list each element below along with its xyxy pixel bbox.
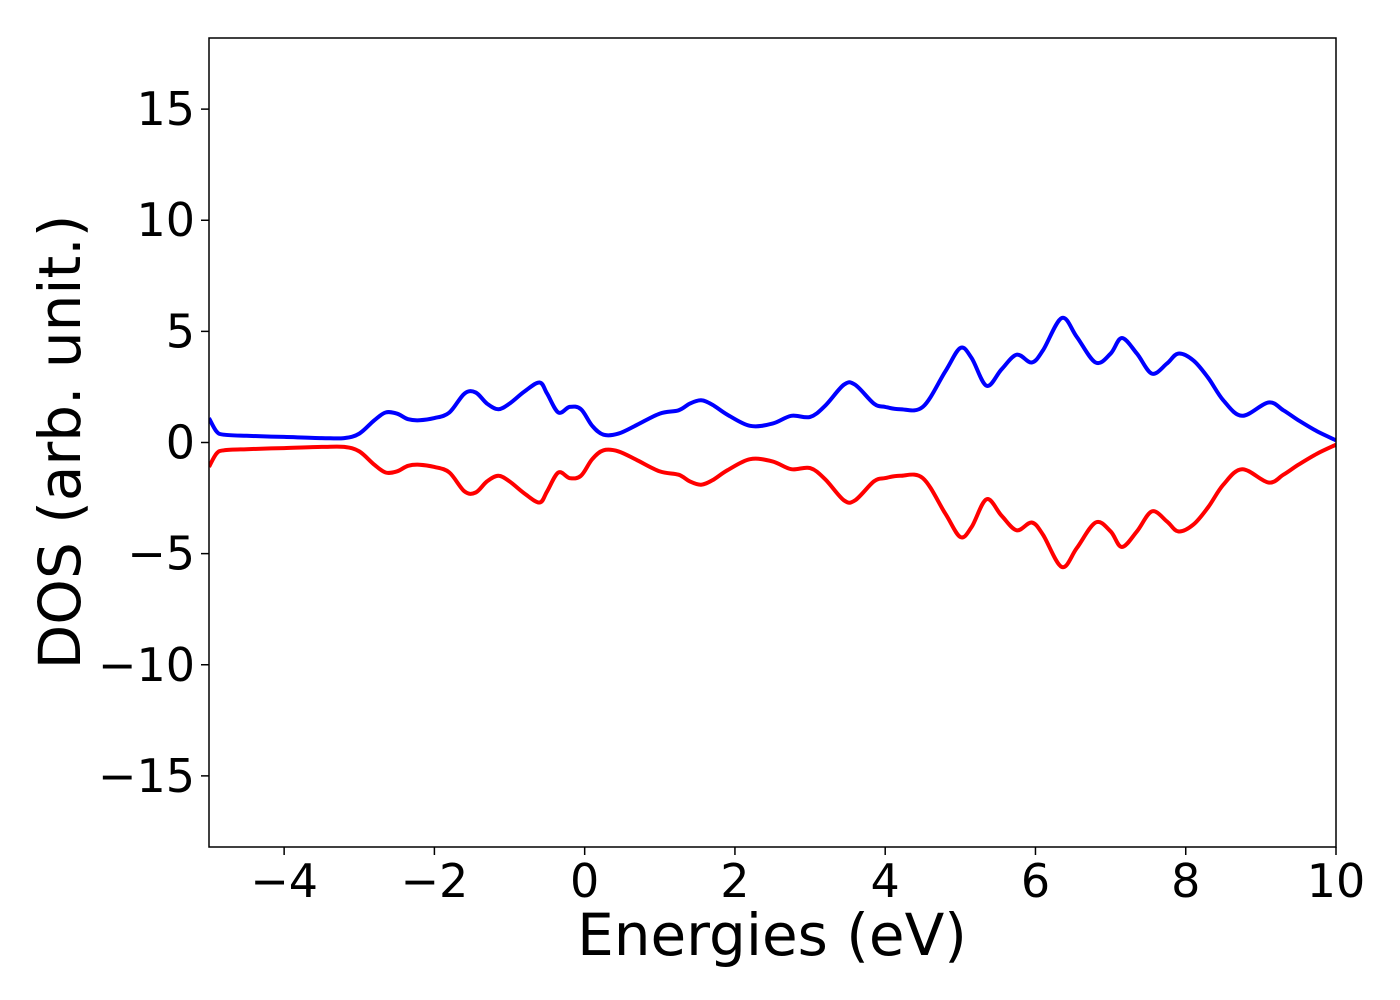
y-axis-title: DOS (arb. unit.) (26, 215, 94, 670)
x-tick-label: −4 (250, 854, 318, 908)
x-tick-label: 2 (720, 854, 749, 908)
x-axis-title: Energies (eV) (577, 901, 967, 969)
y-tick-label: 0 (166, 416, 195, 470)
x-tick-label: 6 (1021, 854, 1050, 908)
y-axis-ticks: 15 10 5 0 −5 −10 −15 (98, 82, 209, 803)
y-tick-label: −10 (98, 638, 195, 692)
y-tick-label: 5 (166, 304, 195, 358)
y-tick-label: −5 (127, 527, 195, 581)
x-tick-label: 10 (1307, 854, 1366, 908)
dos-series-line-upper (209, 315, 1336, 443)
y-tick-label: −15 (98, 749, 195, 803)
x-tick-label: 4 (871, 854, 900, 908)
y-tick-label: 10 (136, 193, 195, 247)
dos-series-line-lower (209, 442, 1336, 570)
y-tick-label: 15 (136, 82, 195, 136)
series-layer (209, 315, 1336, 570)
plot-background (209, 38, 1336, 847)
x-axis-ticks: −4 −2 0 2 4 6 8 10 (250, 847, 1365, 908)
x-tick-label: 8 (1171, 854, 1200, 908)
x-tick-label: 0 (570, 854, 599, 908)
x-tick-label: −2 (400, 854, 468, 908)
